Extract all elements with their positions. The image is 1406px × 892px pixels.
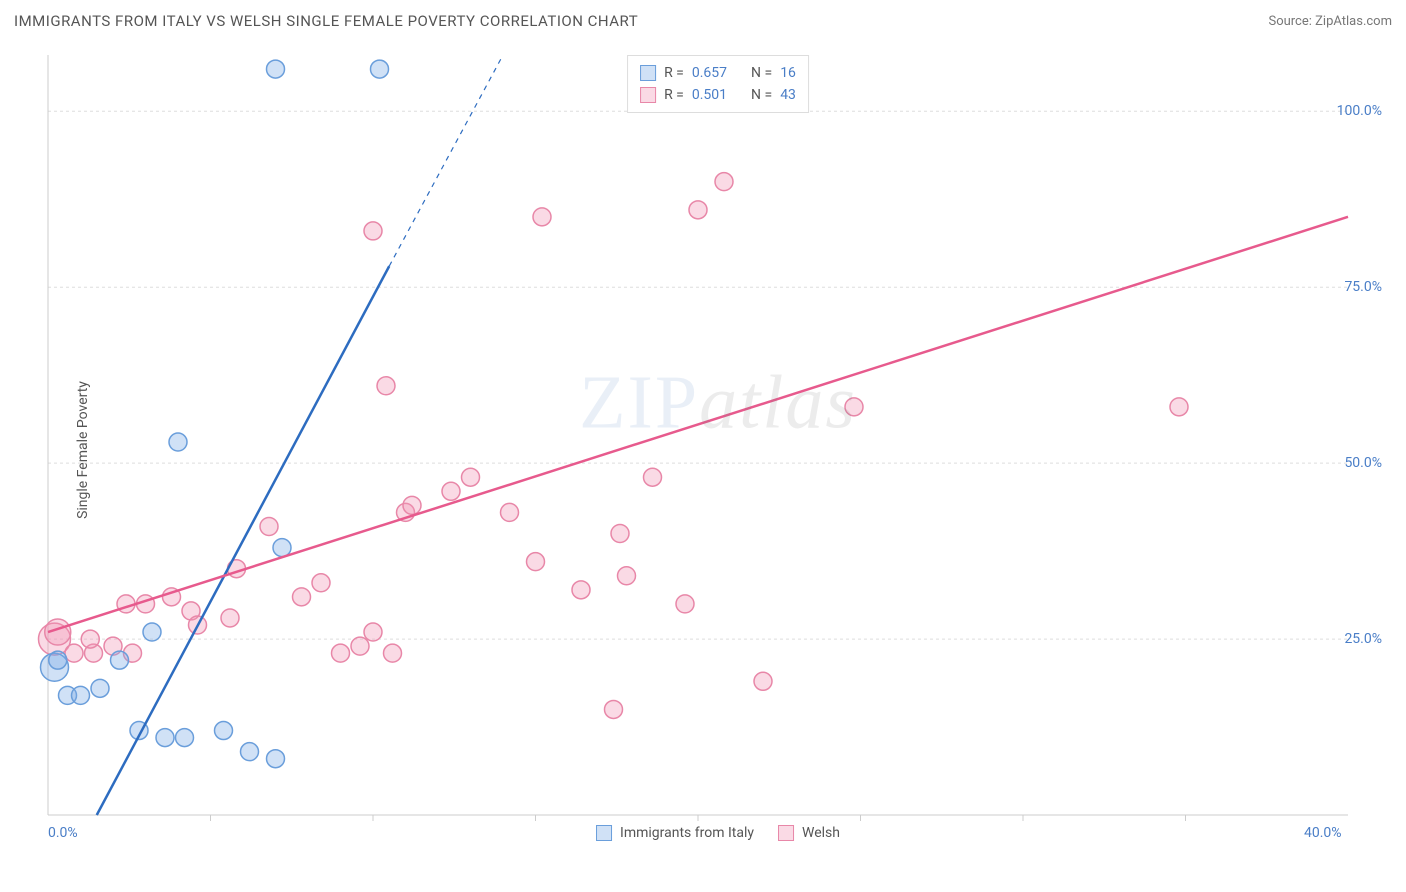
header: IMMIGRANTS FROM ITALY VS WELSH SINGLE FE… — [0, 0, 1406, 42]
chart-area: Single Female Poverty ZIPatlas R = 0.657… — [48, 55, 1388, 845]
n-label: N = — [751, 87, 772, 103]
legend-label-welsh: Welsh — [802, 825, 840, 841]
legend-label-italy: Immigrants from Italy — [620, 825, 754, 841]
source-label: Source: ZipAtlas.com — [1268, 14, 1392, 29]
legend-swatch-italy — [640, 65, 656, 81]
n-value-italy: 16 — [780, 65, 796, 81]
series-legend: Immigrants from Italy Welsh — [596, 825, 840, 841]
scatter-plot — [48, 55, 1388, 845]
legend-swatch-welsh — [778, 825, 794, 841]
y-tick-label: 100.0% — [1337, 103, 1382, 119]
n-value-welsh: 43 — [780, 87, 796, 103]
legend-swatch-welsh — [640, 87, 656, 103]
r-label: R = — [664, 87, 684, 103]
r-value-italy: 0.657 — [692, 65, 727, 81]
correlation-legend: R = 0.657 N = 16 R = 0.501 N = 43 — [627, 55, 809, 113]
legend-item-italy: Immigrants from Italy — [596, 825, 754, 841]
x-tick-label: 40.0% — [1304, 825, 1342, 841]
legend-row-italy: R = 0.657 N = 16 — [640, 62, 796, 84]
r-value-welsh: 0.501 — [692, 87, 727, 103]
y-tick-label: 25.0% — [1344, 631, 1382, 647]
r-label: R = — [664, 65, 684, 81]
n-label: N = — [751, 65, 772, 81]
chart-title: IMMIGRANTS FROM ITALY VS WELSH SINGLE FE… — [14, 12, 638, 30]
legend-item-welsh: Welsh — [778, 825, 840, 841]
y-tick-label: 50.0% — [1344, 455, 1382, 471]
y-tick-label: 75.0% — [1344, 279, 1382, 295]
x-tick-label: 0.0% — [48, 825, 78, 841]
legend-swatch-italy — [596, 825, 612, 841]
legend-row-welsh: R = 0.501 N = 43 — [640, 84, 796, 106]
